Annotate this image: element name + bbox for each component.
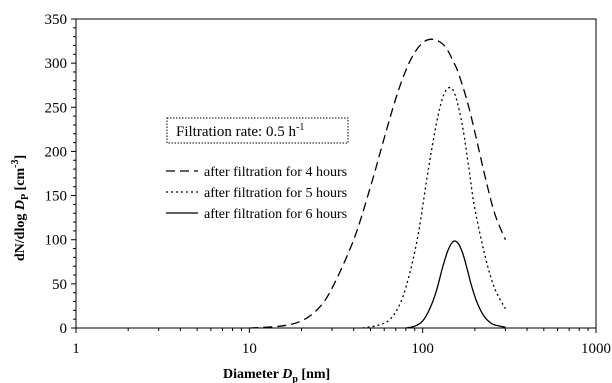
plot-area xyxy=(75,18,597,329)
x-tick-label: 10 xyxy=(242,341,257,357)
x-axis: 1 10 100 1000 xyxy=(72,328,611,357)
x-tick-label: 1 xyxy=(72,341,80,357)
y-tick-label: 0 xyxy=(60,321,68,337)
annotation-text: Filtration rate: 0.5 h-1 xyxy=(176,122,304,140)
x-tick-label: 1000 xyxy=(581,341,611,357)
series-layer xyxy=(249,38,507,329)
y-tick-label: 200 xyxy=(45,144,68,160)
x-tick-label: 100 xyxy=(411,341,434,357)
series-line-2 xyxy=(362,86,506,329)
annotation: Filtration rate: 0.5 h-1 xyxy=(166,117,349,144)
x-axis-title: Diameter Dp [nm] xyxy=(223,367,330,383)
legend-label-2: after filtration for 5 hours xyxy=(204,186,347,201)
y-tick-label: 300 xyxy=(45,56,68,72)
annotation-box xyxy=(166,117,349,144)
plot-frame xyxy=(75,18,597,329)
legend-label-3: after filtration for 6 hours xyxy=(204,207,347,222)
y-axis: 0 50 100 150 200 250 300 350 xyxy=(45,12,76,337)
y-tick-label: 250 xyxy=(45,100,68,116)
series-line-1 xyxy=(249,38,507,329)
legend-label-1: after filtration for 4 hours xyxy=(204,165,347,180)
y-axis-title: dN/dlog DP [cm-3] xyxy=(10,155,31,261)
y-tick-label: 50 xyxy=(52,277,67,293)
y-tick-label: 150 xyxy=(45,189,68,205)
y-tick-label: 100 xyxy=(45,233,68,249)
legend: after filtration for 4 hours after filtra… xyxy=(166,165,347,222)
y-tick-label: 350 xyxy=(45,12,68,28)
series-line-3 xyxy=(405,240,506,329)
